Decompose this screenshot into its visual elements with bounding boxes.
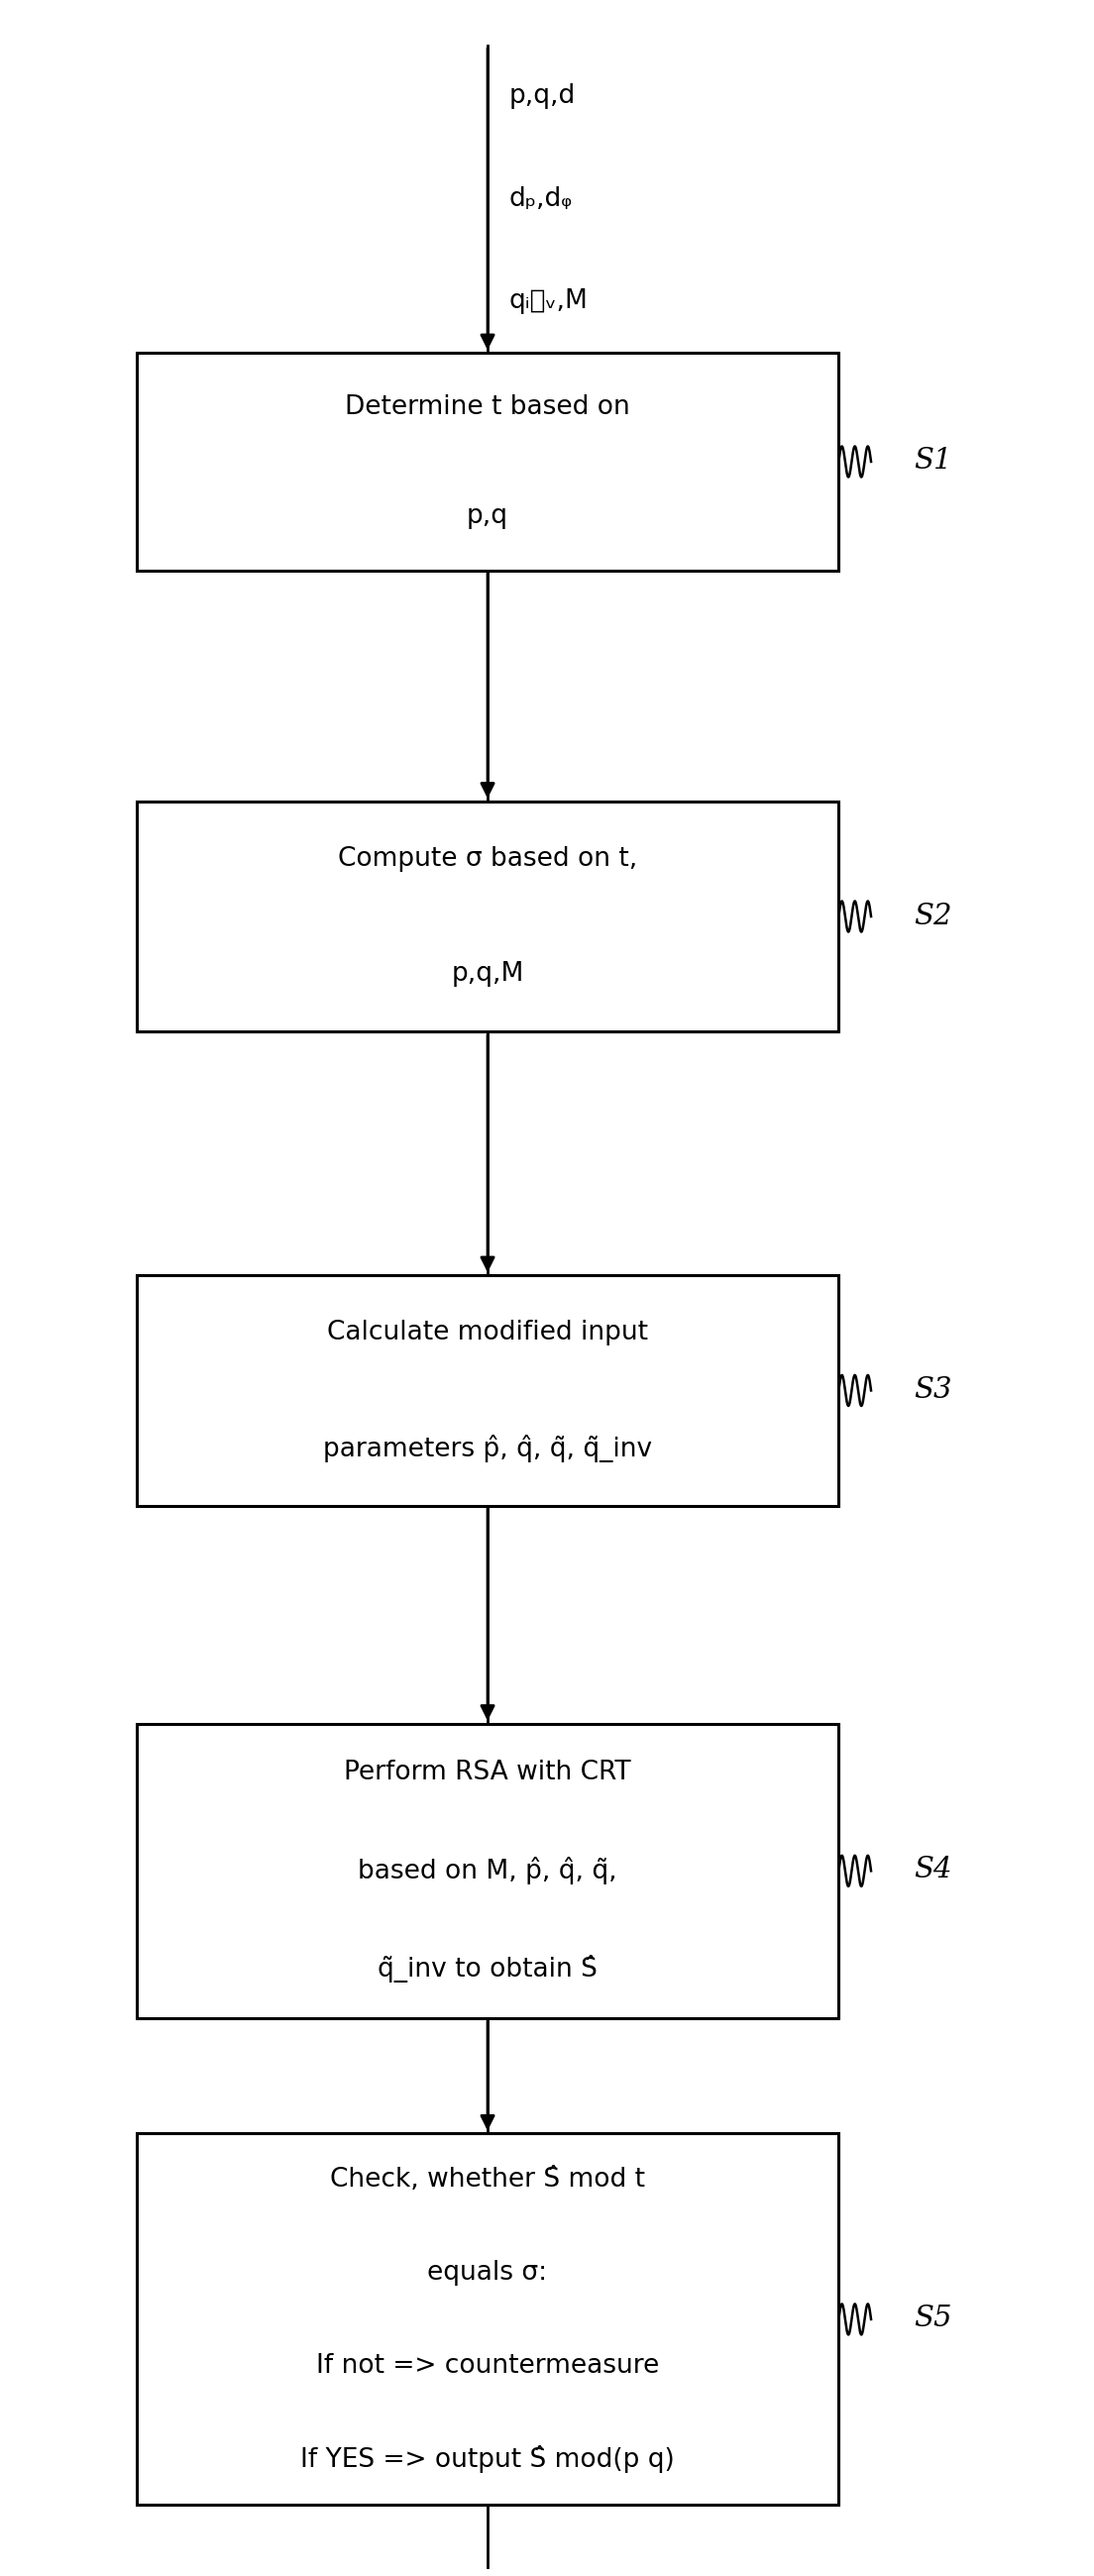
Text: S1: S1 xyxy=(915,446,953,474)
Text: dₚ,dᵩ: dₚ,dᵩ xyxy=(509,185,573,211)
Text: S2: S2 xyxy=(915,902,953,930)
Text: qᵢ₏ᵥ,M: qᵢ₏ᵥ,M xyxy=(509,289,589,314)
Text: If YES => output Ŝ mod(p q): If YES => output Ŝ mod(p q) xyxy=(301,2445,675,2473)
Text: Compute σ based on t,: Compute σ based on t, xyxy=(338,845,638,871)
Text: S3: S3 xyxy=(915,1376,953,1404)
FancyBboxPatch shape xyxy=(137,1275,839,1507)
Text: q̃_inv to obtain Ŝ: q̃_inv to obtain Ŝ xyxy=(377,1955,597,1984)
FancyBboxPatch shape xyxy=(137,353,839,569)
Text: Perform RSA with CRT: Perform RSA with CRT xyxy=(345,1759,631,1785)
FancyBboxPatch shape xyxy=(137,1723,839,2017)
Text: Calculate modified input: Calculate modified input xyxy=(327,1319,648,1345)
Text: If not => countermeasure: If not => countermeasure xyxy=(316,2352,660,2378)
Text: Determine t based on: Determine t based on xyxy=(345,394,630,420)
Text: p,q,d: p,q,d xyxy=(509,82,575,108)
Text: S5: S5 xyxy=(915,2303,953,2331)
Text: Check, whether Ŝ mod t: Check, whether Ŝ mod t xyxy=(330,2166,645,2192)
FancyBboxPatch shape xyxy=(137,2133,839,2504)
Text: based on M, p̂, q̂, q̃,: based on M, p̂, q̂, q̃, xyxy=(358,1857,617,1886)
Text: equals σ:: equals σ: xyxy=(428,2259,548,2285)
FancyBboxPatch shape xyxy=(137,801,839,1033)
Text: p,q: p,q xyxy=(467,502,509,528)
Text: p,q,M: p,q,M xyxy=(451,961,524,987)
Text: parameters p̂, q̂, q̃, q̃_inv: parameters p̂, q̂, q̃, q̃_inv xyxy=(323,1435,652,1463)
Text: S4: S4 xyxy=(915,1855,953,1883)
